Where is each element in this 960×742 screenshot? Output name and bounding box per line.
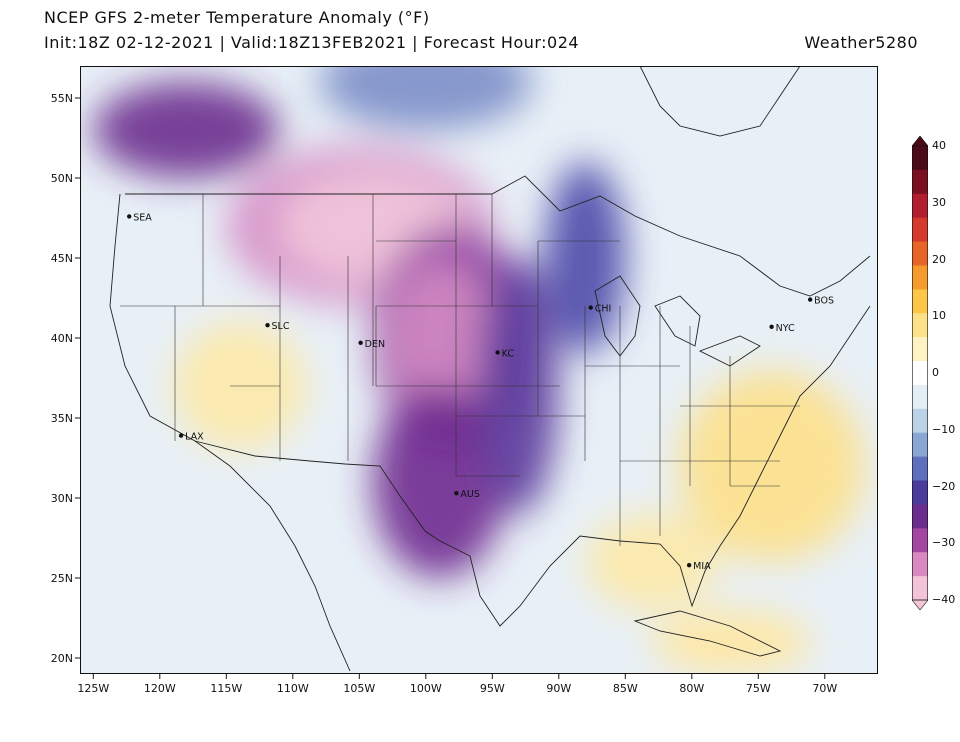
colorbar-label: 10: [932, 309, 946, 323]
city-dot-sea: [127, 214, 132, 219]
colorbar-segment: [912, 480, 928, 505]
colorbar-min-arrow: [912, 599, 928, 610]
city-label-kc: KC: [502, 348, 515, 359]
anomaly-region-12: [651, 610, 812, 674]
colorbar-segment: [912, 432, 928, 458]
brand-label: Weather5280: [804, 33, 918, 52]
lat-tick-label: 20N: [51, 652, 73, 665]
colorbar-segment: [912, 313, 928, 338]
lat-tick-label: 30N: [51, 492, 73, 505]
anomaly-region-11: [585, 514, 719, 610]
lat-tick-label: 25N: [51, 572, 73, 585]
colorbar-segment: [912, 528, 928, 553]
us-canada-border: [125, 175, 871, 297]
city-label-den: DEN: [365, 339, 385, 350]
map-frame: SEA SLC DEN KC CHI BOS NYC LAX AUS MIA: [80, 66, 878, 674]
city-dot-chi: [588, 305, 593, 310]
colorbar-label: −20: [932, 479, 956, 493]
colorbar-max-arrow: [912, 136, 928, 147]
colorbar-label: 20: [932, 252, 946, 266]
city-dot-kc: [495, 350, 500, 355]
city-label-slc: SLC: [272, 321, 290, 332]
city-dot-aus: [454, 491, 459, 496]
city-markers: SEA SLC DEN KC CHI BOS NYC LAX AUS MIA: [127, 212, 834, 572]
lat-tick-label: 35N: [51, 412, 73, 425]
colorbar-segment: [912, 384, 928, 410]
lon-tick-label: 80W: [679, 682, 704, 695]
colorbar-label: 0: [932, 366, 939, 379]
lon-tick-label: 70W: [812, 682, 837, 695]
colorbar-segment: [912, 217, 928, 243]
lon-tick-label: 115W: [210, 682, 242, 695]
city-dot-slc: [265, 323, 270, 328]
lat-tick-label: 40N: [51, 332, 73, 345]
political-borders: [109, 66, 871, 672]
colorbar-label: −30: [932, 536, 956, 550]
colorbar-outline: [912, 145, 928, 601]
city-dot-mia: [686, 563, 692, 568]
city-dot-den: [358, 340, 363, 345]
lon-tick-label: 85W: [613, 682, 638, 695]
city-dot-nyc: [769, 324, 774, 329]
lat-tick-label: 50N: [51, 172, 73, 185]
colorbar: [912, 136, 928, 610]
lat-tick-label: 45N: [51, 252, 73, 265]
lat-tick-label: 55N: [51, 92, 73, 105]
colorbar-segment: [912, 146, 928, 171]
colorbar-segment: [912, 241, 928, 266]
anomaly-region-4: [372, 386, 506, 578]
city-label-mia: MIA: [693, 561, 711, 572]
colorbar-segment: [912, 576, 928, 601]
gulf-coast: [439, 305, 871, 627]
city-label-sea: SEA: [133, 212, 152, 223]
city-dot-lax: [178, 433, 184, 438]
hudson-bay-shore: [639, 66, 801, 137]
mexico-border: [194, 440, 441, 542]
lon-tick-label: 95W: [480, 682, 505, 695]
colorbar-segment: [912, 169, 928, 195]
colorbar-segment: [912, 456, 928, 482]
map-subtitle: Init:18Z 02-12-2021 | Valid:18Z13FEB2021…: [44, 33, 580, 52]
anomaly-region-6: [545, 162, 626, 354]
lon-tick-label: 120W: [144, 682, 176, 695]
anomaly-field: [93, 66, 865, 674]
lon-tick-label: 75W: [746, 682, 771, 695]
west-coast: [109, 193, 351, 672]
city-label-chi: CHI: [595, 304, 612, 315]
anomaly-region-3: [385, 258, 493, 418]
anomaly-region-10: [678, 370, 865, 562]
map-title: NCEP GFS 2-meter Temperature Anomaly (°F…: [44, 8, 430, 27]
colorbar-label: −40: [932, 593, 956, 606]
lon-tick-label: 125W: [77, 682, 109, 695]
great-lakes: [594, 275, 761, 367]
colorbar-segment: [912, 337, 928, 362]
lon-tick-label: 100W: [410, 682, 442, 695]
map-border: [80, 66, 878, 674]
colorbar-segment: [912, 552, 928, 577]
city-label-lax: LAX: [185, 432, 204, 443]
colorbar-segment: [912, 504, 928, 529]
colorbar-segment: [912, 193, 928, 219]
colorbar-segment: [912, 265, 928, 290]
colorbar-label: −10: [932, 422, 956, 436]
lon-tick-label: 110W: [277, 682, 309, 695]
city-dot-bos: [807, 297, 813, 302]
colorbar-label: 40: [932, 139, 946, 152]
colorbar-segment: [912, 408, 928, 434]
colorbar-segment: [912, 361, 928, 386]
colorbar-label: 30: [932, 195, 946, 209]
colorbar-segment: [912, 289, 928, 314]
city-label-bos: BOS: [814, 296, 834, 307]
anomaly-map: SEA SLC DEN KC CHI BOS NYC LAX AUS MIA: [80, 66, 878, 674]
lon-tick-label: 105W: [343, 682, 375, 695]
city-label-nyc: NYC: [776, 323, 795, 334]
anomaly-region-8: [93, 82, 280, 178]
state-lines: [120, 194, 800, 546]
city-label-aus: AUS: [460, 489, 479, 500]
cuba: [633, 610, 782, 657]
lon-tick-label: 90W: [546, 682, 571, 695]
anomaly-region-7: [319, 66, 533, 130]
